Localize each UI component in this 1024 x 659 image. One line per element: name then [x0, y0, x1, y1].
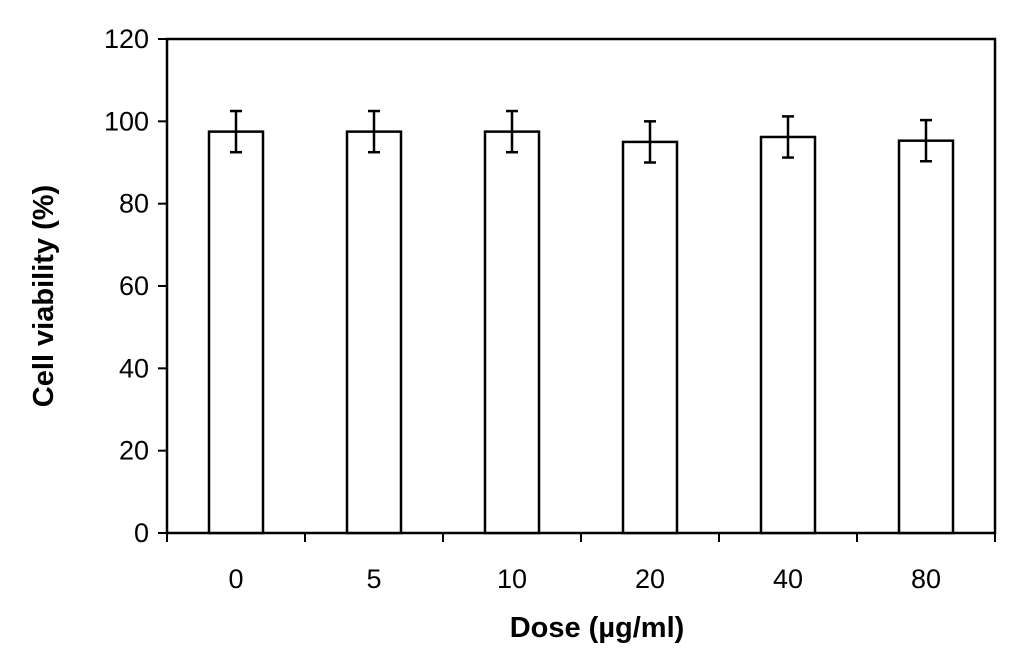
y-tick-label: 120 [104, 24, 149, 54]
error-bar-10 [506, 109, 518, 154]
error-bars-layer [230, 109, 932, 164]
bar-0 [207, 130, 265, 535]
y-tick-label: 0 [134, 518, 149, 548]
x-tick-label: 10 [497, 564, 527, 594]
x-axis: 0 5 10 20 40 80 [166, 533, 996, 594]
bar-5 [345, 130, 403, 535]
x-tick-label: 0 [228, 564, 243, 594]
error-bar-80 [920, 118, 932, 163]
error-bar-5 [368, 109, 380, 154]
error-bar-40 [782, 115, 794, 159]
plot-frame [165, 37, 997, 535]
y-tick-label: 60 [119, 271, 149, 301]
y-tick-label: 40 [119, 353, 149, 383]
y-axis-title: Cell viability (%) [28, 185, 60, 407]
x-tick-label: 5 [366, 564, 381, 594]
y-tick-label: 20 [119, 436, 149, 466]
y-tick-label: 80 [119, 189, 149, 219]
x-axis-title: Dose (µg/ml) [510, 612, 685, 644]
x-tick-label: 40 [773, 564, 803, 594]
error-bar-0 [230, 109, 242, 154]
bar-80 [897, 139, 955, 535]
y-axis: 0 20 40 60 80 100 120 [104, 24, 167, 548]
x-tick-label: 80 [911, 564, 941, 594]
bar-20 [621, 140, 679, 535]
error-bar-20 [644, 120, 656, 164]
y-tick-label: 100 [104, 106, 149, 136]
x-tick-label: 20 [635, 564, 665, 594]
bar-10 [483, 130, 541, 535]
bar-40 [759, 135, 817, 535]
